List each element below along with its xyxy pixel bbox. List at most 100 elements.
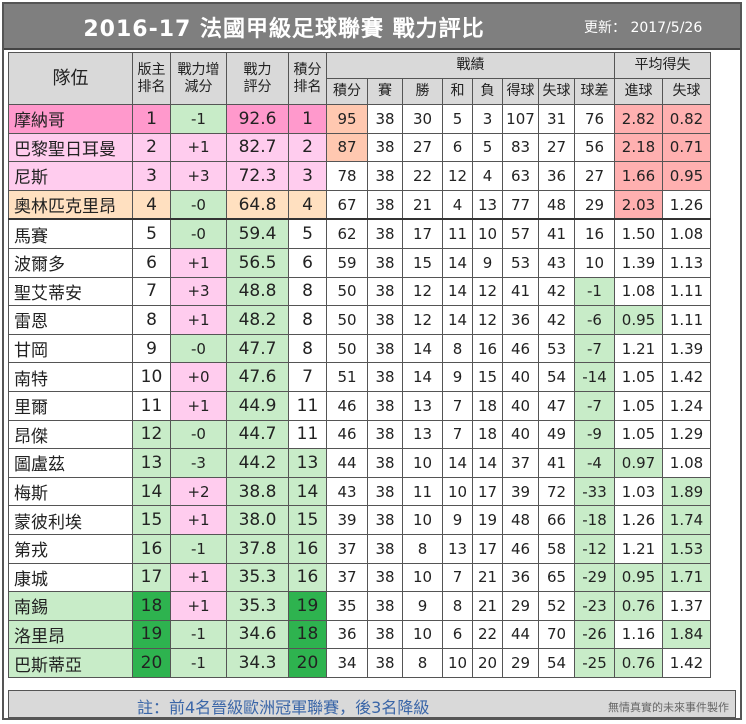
avg-goals-against: 0.82 (662, 104, 711, 134)
lost: 3 (472, 104, 503, 134)
goals-against: 54 (538, 648, 575, 678)
table-row: 第戎 16 -1 37.8 16 37 38 8 13 17 46 58 -12 1.21 1.53 (8, 533, 711, 564)
host-rank: 3 (132, 161, 171, 191)
lost: 20 (472, 648, 503, 678)
avg-goals-for: 1.21 (614, 333, 663, 364)
drawn: 9 (442, 505, 473, 535)
power-score: 34.3 (226, 648, 289, 678)
drawn: 14 (442, 448, 473, 478)
team-name: 馬賽 (8, 218, 133, 249)
goal-diff: 29 (574, 189, 615, 220)
lost: 10 (472, 218, 503, 249)
goals-for: 41 (502, 276, 539, 307)
drawn: 11 (442, 218, 473, 249)
host-rank: 2 (132, 132, 171, 163)
played: 38 (367, 648, 403, 678)
goals-for: 46 (502, 333, 539, 364)
won: 8 (402, 648, 443, 678)
played: 38 (367, 419, 403, 450)
goals-for: 48 (502, 505, 539, 535)
team-name: 洛里昂 (8, 619, 133, 650)
power-score: 56.5 (226, 247, 289, 278)
avg-goals-for: 0.76 (614, 648, 663, 678)
table-row: 雷恩 8 +1 48.2 8 50 38 12 14 12 36 42 -6 0.95 1.11 (8, 305, 711, 335)
goals-for: 36 (502, 305, 539, 335)
goal-diff: -23 (574, 591, 615, 621)
col-host-rank: 版主排名 (132, 52, 171, 105)
goal-diff: -25 (574, 648, 615, 678)
goals-against: 41 (538, 448, 575, 478)
avg-goals-for: 0.76 (614, 591, 663, 621)
goals-for: 37 (502, 448, 539, 478)
points-rank: 2 (288, 132, 327, 163)
avg-goals-against: 1.89 (662, 476, 711, 507)
goal-diff: -1 (574, 276, 615, 307)
points: 35 (326, 591, 368, 621)
goals-against: 42 (538, 276, 575, 307)
won: 13 (402, 390, 443, 421)
col-power-score: 戰力評分 (226, 52, 289, 105)
goals-for: 83 (502, 132, 539, 163)
power-change: -0 (170, 333, 227, 364)
team-name: 南特 (8, 362, 133, 392)
power-change: -1 (170, 533, 227, 564)
goals-against: 52 (538, 591, 575, 621)
points-rank: 11 (288, 390, 327, 421)
avg-goals-against: 1.37 (662, 591, 711, 621)
power-score: 38.8 (226, 476, 289, 507)
host-rank: 11 (132, 390, 171, 421)
goal-diff: 10 (574, 247, 615, 278)
goal-diff: -18 (574, 505, 615, 535)
standings-table: 隊伍 版主排名 戰力增減分 戰力評分 積分排名 戰績 平均得失 積分 賽 勝 和… (8, 52, 711, 678)
points: 51 (326, 362, 368, 392)
power-score: 38.0 (226, 505, 289, 535)
goal-diff: -6 (574, 305, 615, 335)
goals-against: 54 (538, 362, 575, 392)
col-lost: 負 (472, 78, 503, 105)
won: 8 (402, 533, 443, 564)
lost: 19 (472, 505, 503, 535)
avg-goals-for: 1.08 (614, 276, 663, 307)
power-score: 47.7 (226, 333, 289, 364)
goals-against: 53 (538, 333, 575, 364)
lost: 16 (472, 333, 503, 364)
lost: 13 (472, 189, 503, 220)
played: 38 (367, 189, 403, 220)
power-score: 59.4 (226, 218, 289, 249)
points-rank: 14 (288, 476, 327, 507)
host-rank: 10 (132, 362, 171, 392)
power-change: +3 (170, 276, 227, 307)
table-row: 摩納哥 1 -1 92.6 1 95 38 30 5 3 107 31 76 2.82 0.82 (8, 104, 711, 134)
avg-goals-against: 1.29 (662, 419, 711, 450)
drawn: 9 (442, 362, 473, 392)
power-score: 44.9 (226, 390, 289, 421)
table-row: 蒙彼利埃 15 +1 38.0 15 39 38 10 9 19 48 66 -18 1.26 1.74 (8, 505, 711, 535)
power-change: -0 (170, 218, 227, 249)
update-date: 更新： 2017/5/26 (584, 20, 703, 36)
played: 38 (367, 476, 403, 507)
col-record-group: 戰績 (326, 52, 615, 79)
won: 30 (402, 104, 443, 134)
avg-goals-against: 1.13 (662, 247, 711, 278)
won: 27 (402, 132, 443, 163)
avg-goals-against: 0.71 (662, 132, 711, 163)
points-rank: 15 (288, 505, 327, 535)
points: 46 (326, 419, 368, 450)
team-name: 昂傑 (8, 419, 133, 450)
avg-goals-for: 0.97 (614, 448, 663, 478)
goals-for: 107 (502, 104, 539, 134)
lost: 21 (472, 562, 503, 593)
power-change: -1 (170, 104, 227, 134)
goals-against: 27 (538, 132, 575, 163)
lost: 12 (472, 305, 503, 335)
power-change: -1 (170, 648, 227, 678)
goal-diff: 16 (574, 218, 615, 249)
lost: 4 (472, 161, 503, 191)
points: 62 (326, 218, 368, 249)
table-row: 馬賽 5 -0 59.4 5 62 38 17 11 10 57 41 16 1.50 1.08 (8, 218, 711, 249)
host-rank: 13 (132, 448, 171, 478)
power-change: +1 (170, 505, 227, 535)
avg-goals-for: 1.16 (614, 619, 663, 650)
col-points: 積分 (326, 78, 368, 105)
title-bar: 2016-17 法國甲級足球聯賽 戰力評比 更新： 2017/5/26 (4, 4, 740, 50)
